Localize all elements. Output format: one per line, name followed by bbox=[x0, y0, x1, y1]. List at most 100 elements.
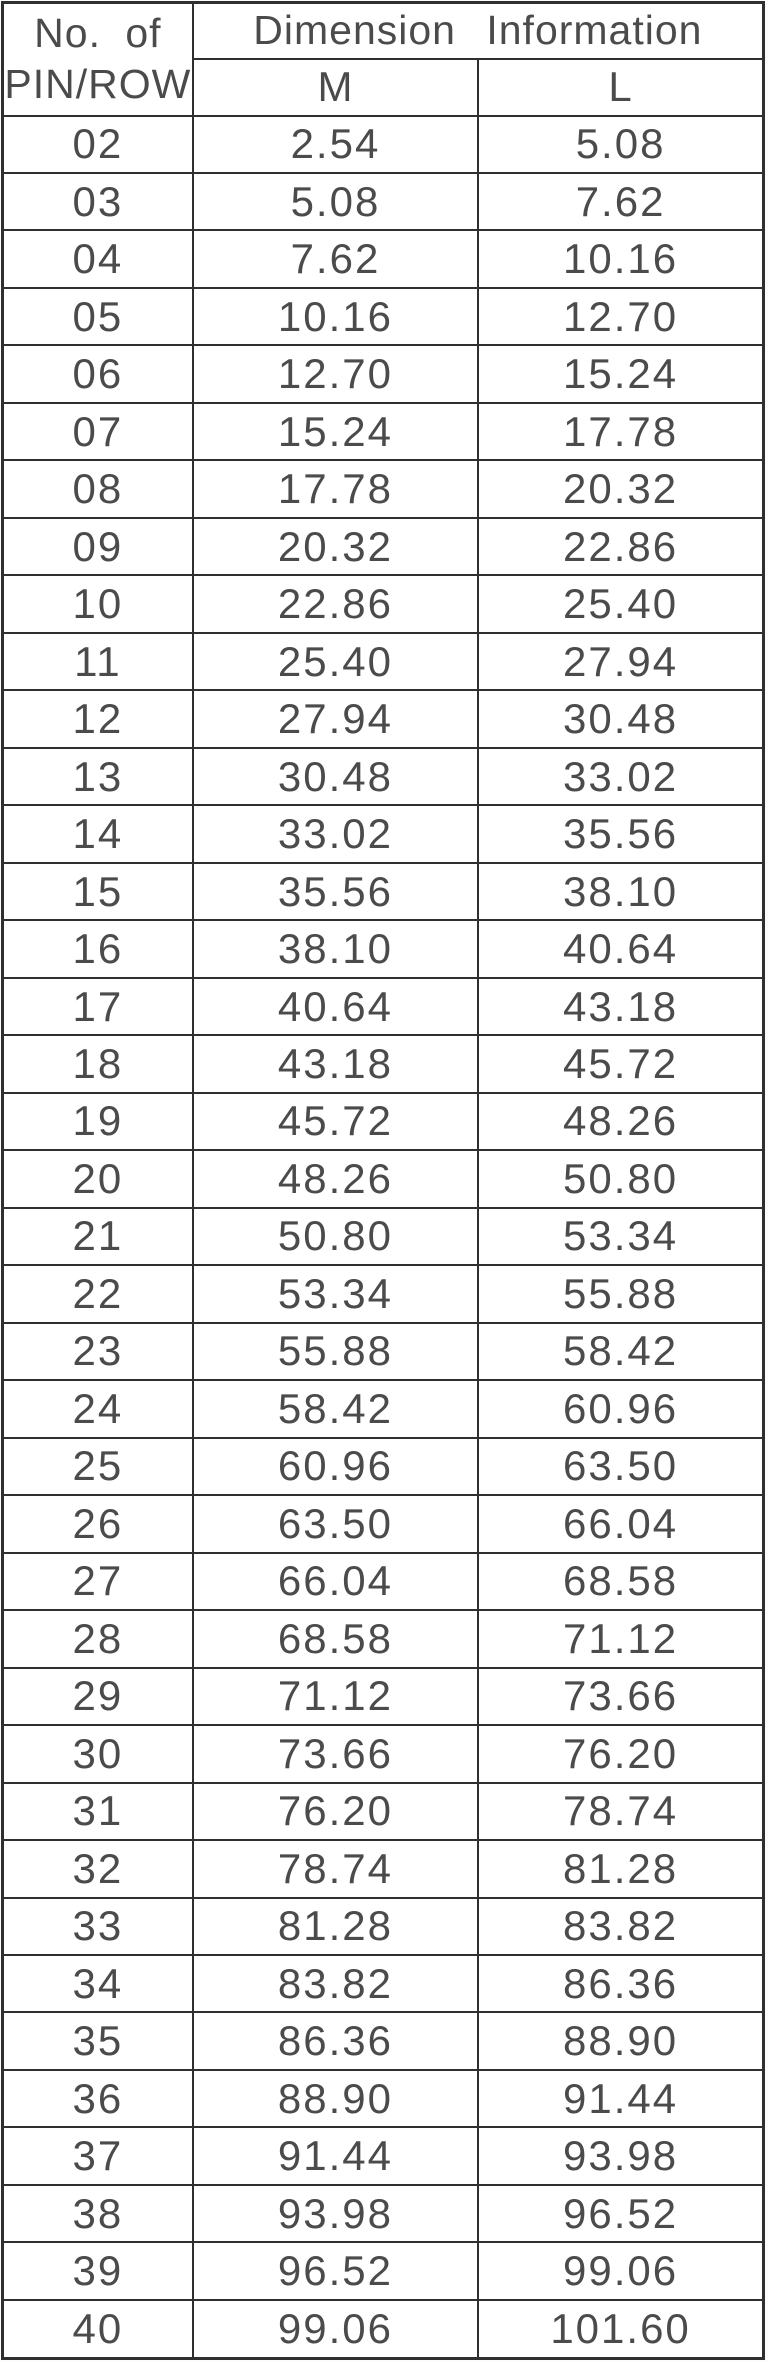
pins-cell: 04 bbox=[1, 229, 194, 289]
table-row: 21 50.80 53.34 bbox=[1, 1206, 765, 1267]
m-value-cell: 33.02 bbox=[191, 804, 480, 864]
pins-cell: 12 bbox=[1, 689, 194, 749]
m-value-cell: 20.32 bbox=[191, 516, 480, 577]
table-row: 10 22.86 25.40 bbox=[1, 574, 765, 634]
pins-cell: 24 bbox=[1, 1379, 194, 1439]
pins-cell: 31 bbox=[1, 1781, 194, 1842]
m-value-cell: 83.82 bbox=[191, 1953, 480, 2014]
pins-cell: 34 bbox=[1, 1953, 194, 2014]
m-value-cell: 55.88 bbox=[191, 1321, 480, 1382]
header-group-row: No. of PIN/ROW Dimension Information bbox=[1, 1, 765, 117]
l-value-cell: 86.36 bbox=[477, 1953, 765, 2014]
l-value-cell: 20.32 bbox=[477, 459, 765, 519]
table-row: 32 78.74 81.28 bbox=[1, 1839, 765, 1899]
m-value-cell: 43.18 bbox=[191, 1034, 480, 1094]
pins-cell: 15 bbox=[1, 861, 194, 922]
table-row: 18 43.18 45.72 bbox=[1, 1034, 765, 1094]
l-value-cell: 17.78 bbox=[477, 401, 765, 462]
table-row: 07 15.24 17.78 bbox=[1, 401, 765, 462]
l-value-cell: 15.24 bbox=[477, 344, 765, 404]
pins-cell: 13 bbox=[1, 746, 194, 807]
pin-header-line2: PIN/ROW bbox=[4, 61, 192, 108]
m-value-cell: 27.94 bbox=[191, 689, 480, 749]
m-value-cell: 30.48 bbox=[191, 746, 480, 807]
table-row: 40 99.06 101.60 bbox=[1, 2298, 765, 2360]
l-value-cell: 38.10 bbox=[477, 861, 765, 922]
pins-cell: 08 bbox=[1, 459, 194, 519]
l-value-cell: 55.88 bbox=[477, 1264, 765, 1324]
m-value-cell: 25.40 bbox=[191, 631, 480, 692]
pins-cell: 23 bbox=[1, 1321, 194, 1382]
m-value-cell: 38.10 bbox=[191, 919, 480, 979]
m-value-cell: 73.66 bbox=[191, 1724, 480, 1784]
pins-cell: 06 bbox=[1, 344, 194, 404]
l-value-cell: 5.08 bbox=[477, 114, 765, 174]
pins-cell: 11 bbox=[1, 631, 194, 692]
pins-cell: 29 bbox=[1, 1666, 194, 1727]
m-value-cell: 81.28 bbox=[191, 1896, 480, 1957]
l-value-cell: 25.40 bbox=[477, 574, 765, 634]
table-row: 27 66.04 68.58 bbox=[1, 1551, 765, 1612]
table-row: 12 27.94 30.48 bbox=[1, 689, 765, 749]
m-value-cell: 15.24 bbox=[191, 401, 480, 462]
l-value-cell: 81.28 bbox=[477, 1839, 765, 1899]
l-value-cell: 93.98 bbox=[477, 2126, 765, 2186]
m-value-cell: 99.06 bbox=[191, 2298, 480, 2360]
dimension-information-header: Dimension Information bbox=[191, 1, 765, 60]
pins-cell: 05 bbox=[1, 286, 194, 347]
l-value-cell: 35.56 bbox=[477, 804, 765, 864]
table-row: 06 12.70 15.24 bbox=[1, 344, 765, 404]
m-value-cell: 86.36 bbox=[191, 2011, 480, 2071]
pins-cell: 19 bbox=[1, 1091, 194, 1152]
pins-cell: 28 bbox=[1, 1609, 194, 1669]
table-row: 39 96.52 99.06 bbox=[1, 2241, 765, 2301]
table-row: 28 68.58 71.12 bbox=[1, 1609, 765, 1669]
table-row: 36 88.90 91.44 bbox=[1, 2068, 765, 2129]
m-value-cell: 45.72 bbox=[191, 1091, 480, 1152]
m-value-cell: 10.16 bbox=[191, 286, 480, 347]
table-row: 17 40.64 43.18 bbox=[1, 976, 765, 1037]
table-row: 33 81.28 83.82 bbox=[1, 1896, 765, 1957]
m-value-cell: 5.08 bbox=[191, 171, 480, 232]
pins-cell: 21 bbox=[1, 1206, 194, 1267]
m-value-cell: 71.12 bbox=[191, 1666, 480, 1727]
pins-cell: 10 bbox=[1, 574, 194, 634]
l-value-cell: 101.60 bbox=[477, 2298, 765, 2360]
table-row: 14 33.02 35.56 bbox=[1, 804, 765, 864]
l-value-cell: 33.02 bbox=[477, 746, 765, 807]
m-value-cell: 63.50 bbox=[191, 1494, 480, 1554]
pins-cell: 30 bbox=[1, 1724, 194, 1784]
pins-cell: 25 bbox=[1, 1436, 194, 1497]
pins-cell: 03 bbox=[1, 171, 194, 232]
l-value-cell: 30.48 bbox=[477, 689, 765, 749]
pins-cell: 35 bbox=[1, 2011, 194, 2071]
l-value-cell: 40.64 bbox=[477, 919, 765, 979]
pins-cell: 07 bbox=[1, 401, 194, 462]
pins-cell: 27 bbox=[1, 1551, 194, 1612]
col-header-m: M bbox=[191, 57, 480, 117]
l-value-cell: 53.34 bbox=[477, 1206, 765, 1267]
l-value-cell: 22.86 bbox=[477, 516, 765, 577]
l-value-cell: 48.26 bbox=[477, 1091, 765, 1152]
table-row: 35 86.36 88.90 bbox=[1, 2011, 765, 2071]
table-row: 05 10.16 12.70 bbox=[1, 286, 765, 347]
m-value-cell: 93.98 bbox=[191, 2183, 480, 2244]
l-value-cell: 76.20 bbox=[477, 1724, 765, 1784]
m-value-cell: 78.74 bbox=[191, 1839, 480, 1899]
table-row: 19 45.72 48.26 bbox=[1, 1091, 765, 1152]
l-value-cell: 91.44 bbox=[477, 2068, 765, 2129]
table-row: 13 30.48 33.02 bbox=[1, 746, 765, 807]
m-value-cell: 91.44 bbox=[191, 2126, 480, 2186]
pin-row-header: No. of PIN/ROW bbox=[1, 1, 194, 117]
table-row: 37 91.44 93.98 bbox=[1, 2126, 765, 2186]
pins-cell: 37 bbox=[1, 2126, 194, 2186]
pins-cell: 17 bbox=[1, 976, 194, 1037]
m-value-cell: 22.86 bbox=[191, 574, 480, 634]
l-value-cell: 78.74 bbox=[477, 1781, 765, 1842]
table-row: 34 83.82 86.36 bbox=[1, 1953, 765, 2014]
pins-cell: 09 bbox=[1, 516, 194, 577]
m-value-cell: 76.20 bbox=[191, 1781, 480, 1842]
m-value-cell: 58.42 bbox=[191, 1379, 480, 1439]
table-row: 24 58.42 60.96 bbox=[1, 1379, 765, 1439]
table-row: 22 53.34 55.88 bbox=[1, 1264, 765, 1324]
